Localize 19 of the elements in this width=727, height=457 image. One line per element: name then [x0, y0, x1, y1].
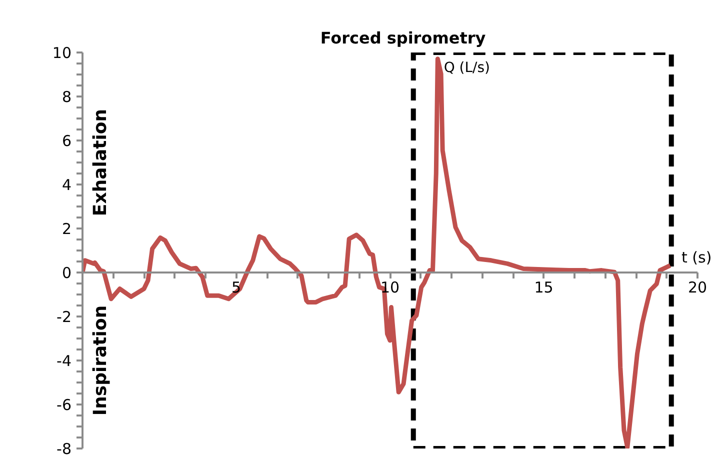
x-tick-label: 10	[380, 278, 400, 296]
line-series	[82, 56, 672, 448]
y-tick-label: 10	[52, 44, 72, 62]
annotation: Inspiration	[90, 305, 111, 416]
y-axis-title: Exhalation	[90, 108, 111, 216]
x-tick-label: 15	[534, 278, 554, 296]
y-tick-label: 2	[62, 220, 72, 238]
y-tick-label: 8	[62, 88, 72, 106]
y-tick-label: 0	[62, 264, 72, 282]
band-label: Forced spirometry	[320, 28, 486, 48]
y-tick-label: -6	[56, 396, 72, 414]
y-tick-label: 4	[62, 176, 72, 194]
x-axis-title: t (s)	[682, 248, 712, 266]
y-tick-label: 6	[62, 132, 72, 150]
annotation: Q (L/s)	[444, 60, 490, 76]
y-tick-label: -4	[56, 352, 72, 370]
x-tick-label: 20	[688, 278, 708, 296]
y-tick-label: -2	[56, 308, 72, 326]
y-tick-label: -8	[56, 440, 72, 457]
